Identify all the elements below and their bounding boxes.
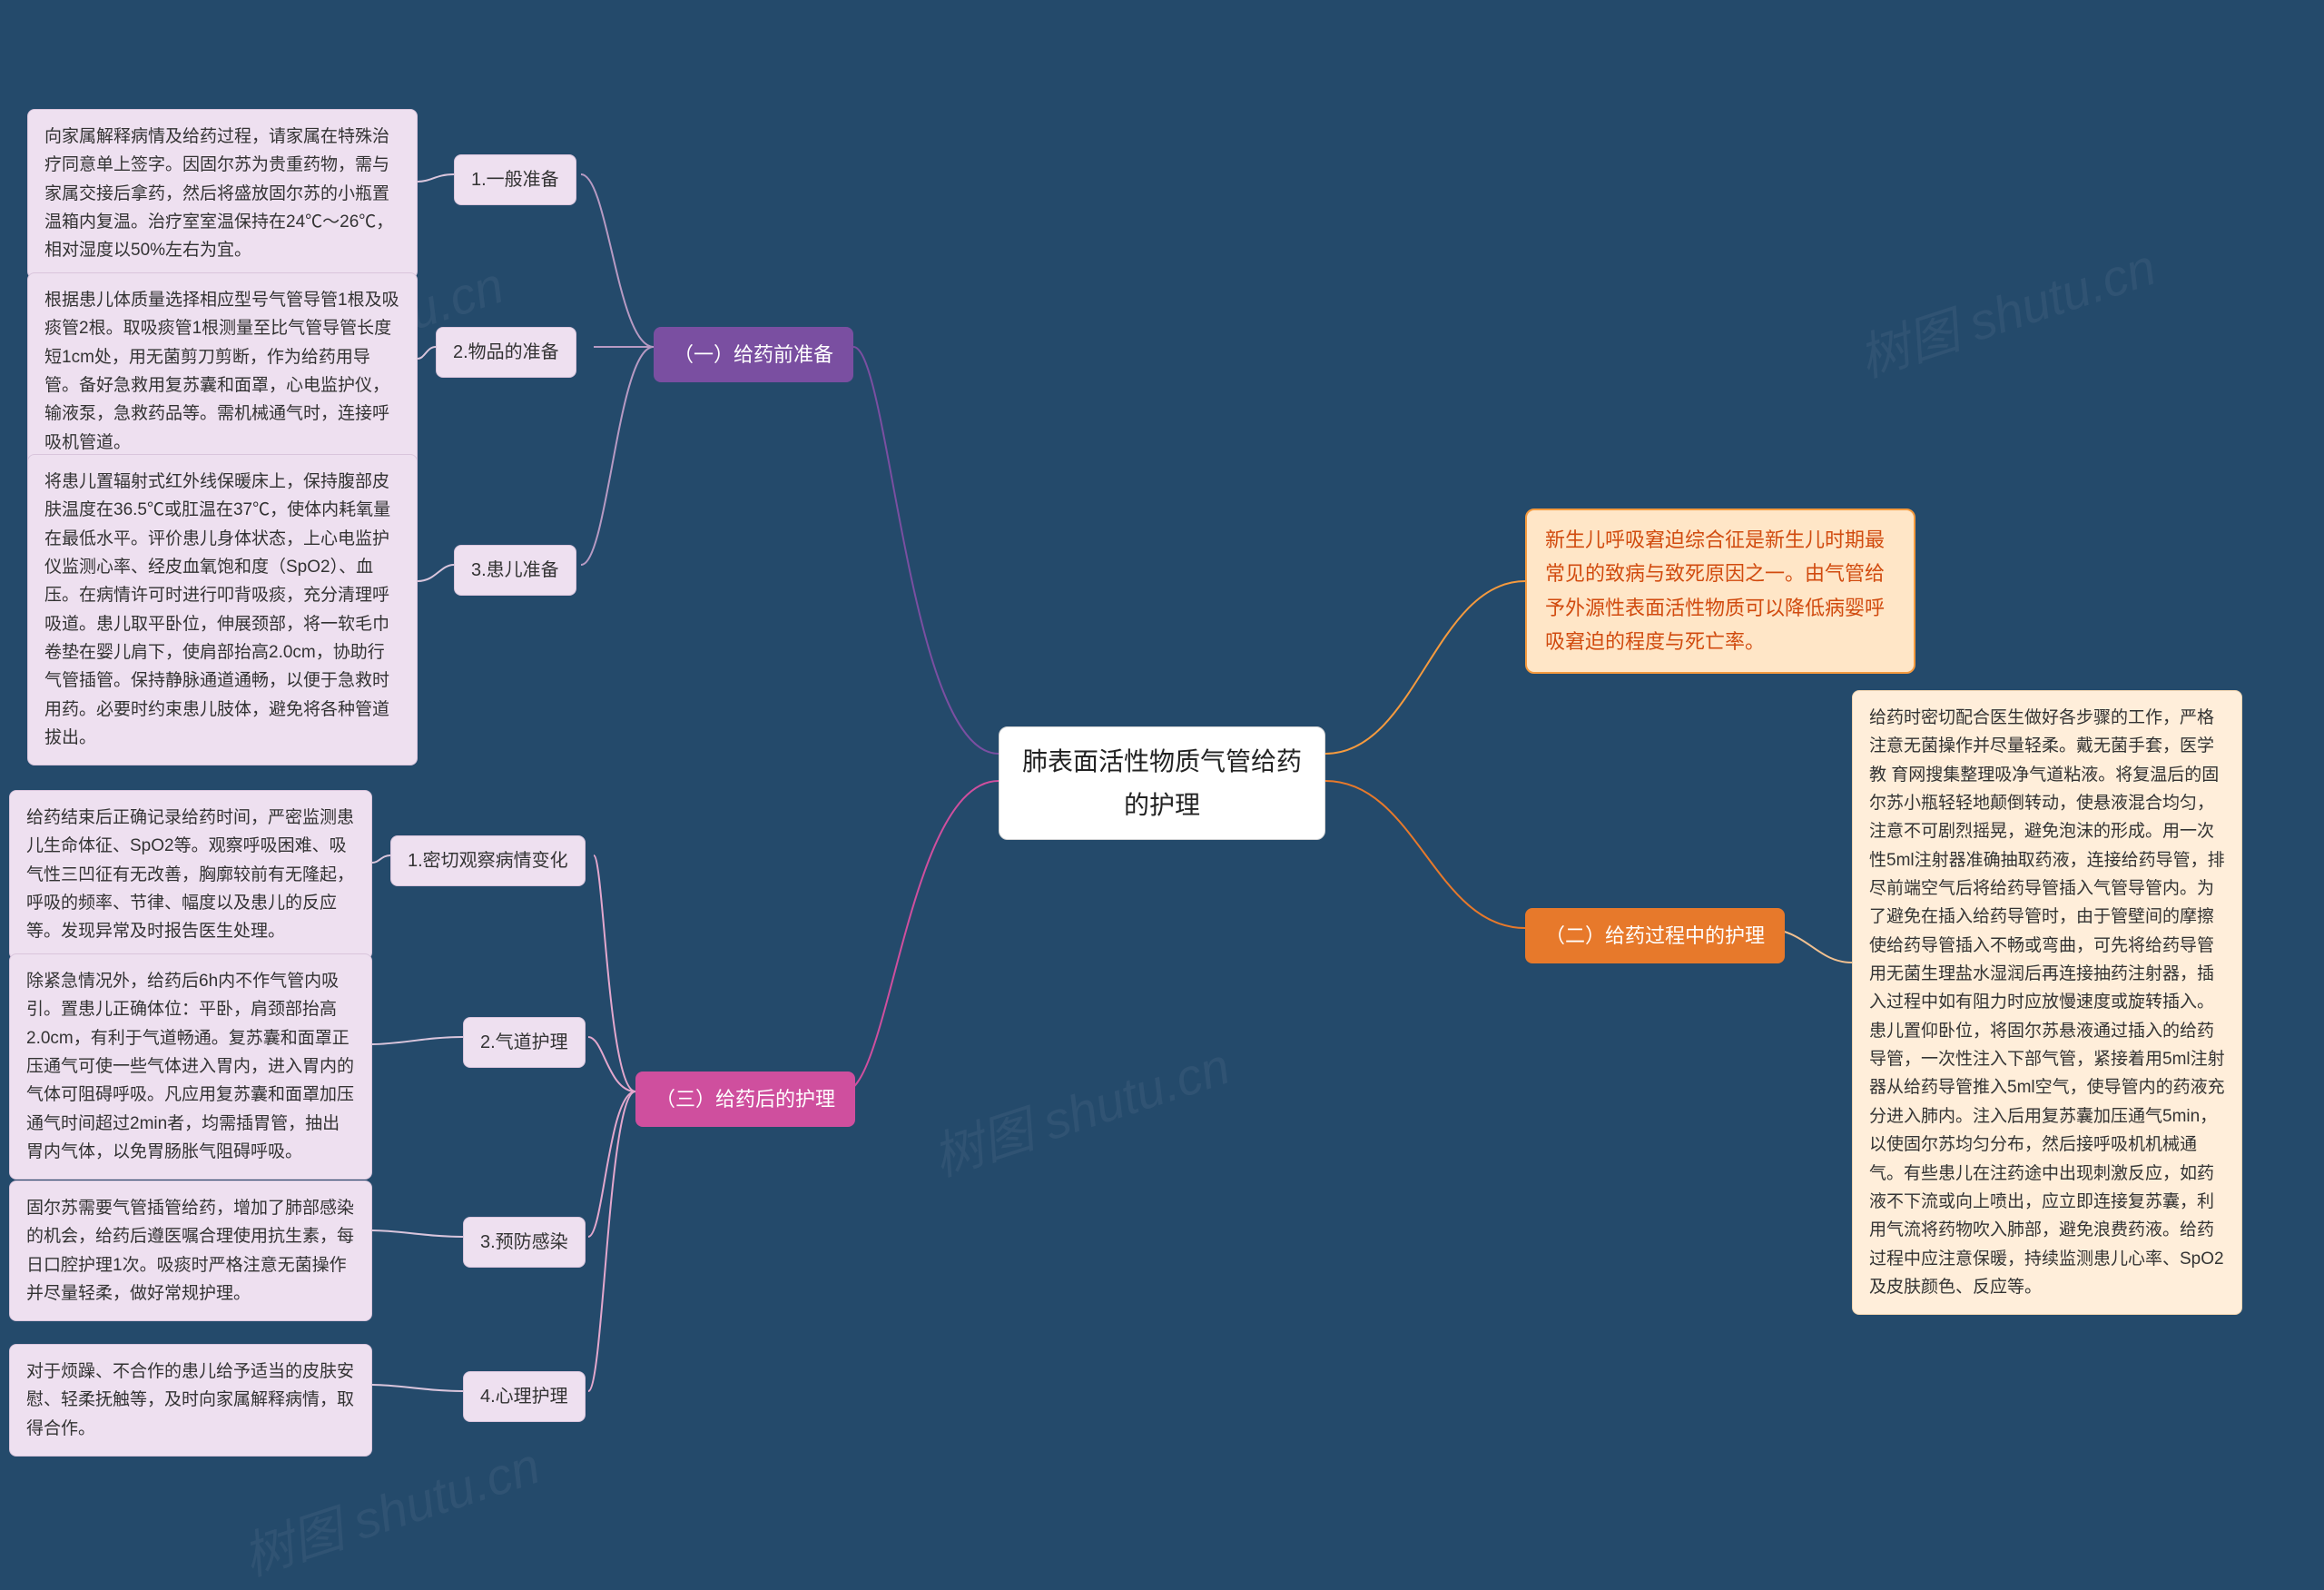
sub-three-2[interactable]: 2.气道护理 [463,1017,586,1068]
sub-three-1[interactable]: 1.密切观察病情变化 [390,835,586,886]
leaf-three-4[interactable]: 对于烦躁、不合作的患儿给予适当的皮肤安慰、轻柔抚触等，及时向家属解释病情，取得合… [9,1344,372,1457]
sub-one-3[interactable]: 3.患儿准备 [454,545,576,596]
sub-one-1[interactable]: 1.一般准备 [454,154,576,205]
watermark: 树图 shutu.cn [922,1026,1238,1191]
branch-one[interactable]: （一）给药前准备 [654,327,853,382]
sub-three-3[interactable]: 3.预防感染 [463,1217,586,1268]
sub-one-2[interactable]: 2.物品的准备 [436,327,576,378]
leaf-one-2[interactable]: 根据患儿体质量选择相应型号气管导管1根及吸痰管2根。取吸痰管1根测量至比气管导管… [27,272,418,470]
branch-three[interactable]: （三）给药后的护理 [635,1072,855,1127]
leaf-three-2[interactable]: 除紧急情况外，给药后6h内不作气管内吸引。置患儿正确体位：平卧，肩颈部抬高2.0… [9,953,372,1180]
leaf-one-3[interactable]: 将患儿置辐射式红外线保暖床上，保持腹部皮肤温度在36.5℃或肛温在37℃，使体内… [27,454,418,765]
watermark: 树图 shutu.cn [1848,227,2164,392]
center-topic[interactable]: 肺表面活性物质气管给药的护理 [999,726,1325,840]
leaf-three-3[interactable]: 固尔苏需要气管插管给药，增加了肺部感染的机会，给药后遵医嘱合理使用抗生素，每日口… [9,1180,372,1321]
leaf-one-1[interactable]: 向家属解释病情及给药过程，请家属在特殊治疗同意单上签字。因固尔苏为贵重药物，需与… [27,109,418,279]
leaf-three-1[interactable]: 给药结束后正确记录给药时间，严密监测患儿生命体征、SpO2等。观察呼吸困难、吸气… [9,790,372,960]
sub-three-4[interactable]: 4.心理护理 [463,1371,586,1422]
leaf-two[interactable]: 给药时密切配合医生做好各步骤的工作，严格注意无菌操作并尽量轻柔。戴无菌手套，医学… [1852,690,2242,1315]
branch-two[interactable]: （二）给药过程中的护理 [1525,908,1785,963]
intro-note[interactable]: 新生儿呼吸窘迫综合征是新生儿时期最常见的致病与致死原因之一。由气管给予外源性表面… [1525,509,1915,674]
